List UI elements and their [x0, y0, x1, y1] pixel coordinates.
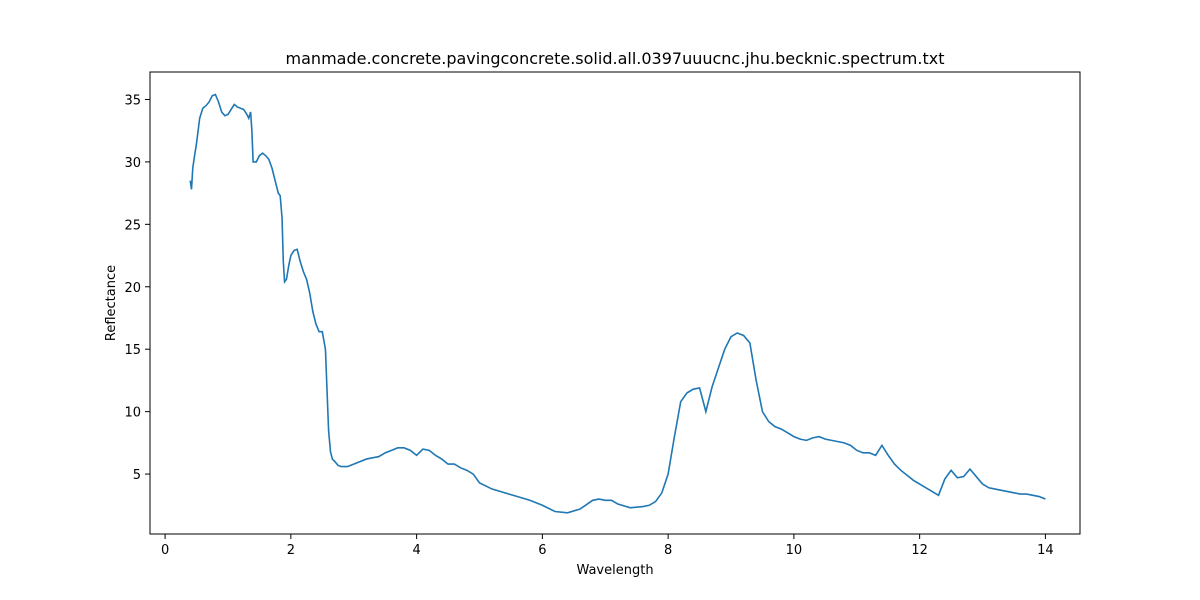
x-tick-label: 6 [538, 543, 546, 558]
x-tick-label: 10 [786, 543, 803, 558]
x-axis-label: Wavelength [576, 563, 653, 578]
y-tick-label: 20 [124, 281, 141, 296]
x-tick-label: 4 [412, 543, 420, 558]
y-tick-label: 10 [124, 406, 141, 421]
y-tick-label: 25 [124, 218, 141, 233]
series-line [189, 93, 1046, 514]
plot-frame [149, 71, 1081, 535]
y-tick-label: 5 [133, 468, 141, 483]
y-tick-label: 15 [124, 343, 141, 358]
x-axis: 0 2 4 6 8 10 12 14 [161, 534, 1054, 558]
x-tick-label: 0 [161, 543, 169, 558]
y-tick-label: 35 [124, 93, 141, 108]
x-tick-label: 12 [911, 543, 928, 558]
x-tick-label: 2 [287, 543, 295, 558]
x-tick-label: 14 [1037, 543, 1054, 558]
chart-title: manmade.concrete.pavingconcrete.solid.al… [286, 49, 945, 68]
y-axis: 5 10 15 20 25 30 35 [124, 93, 150, 483]
x-tick-label: 8 [664, 543, 672, 558]
y-tick-label: 30 [124, 156, 141, 171]
y-axis-label: Reflectance [104, 265, 119, 341]
